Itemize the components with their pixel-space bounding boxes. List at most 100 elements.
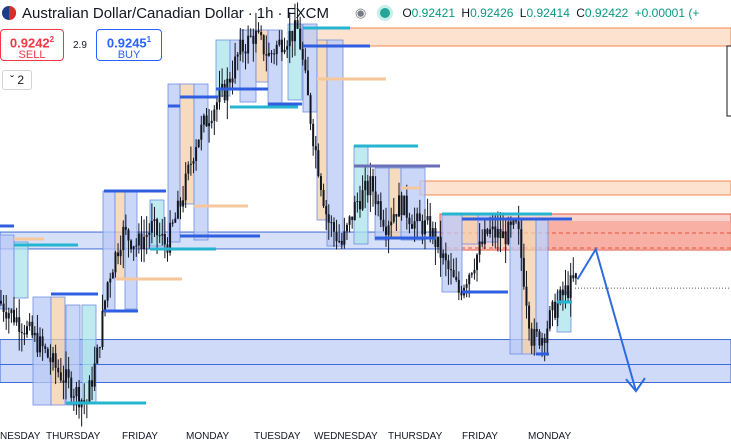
candle-body [286, 46, 289, 50]
candle-body [49, 357, 52, 363]
candle-body [353, 201, 356, 221]
candle-body [405, 195, 408, 218]
candle-body [62, 380, 65, 383]
candle-body [223, 83, 226, 101]
candle-body [197, 139, 200, 147]
candle-body [106, 282, 109, 301]
candle-body [465, 284, 468, 288]
candle-body [262, 35, 265, 55]
candle-body [478, 241, 481, 255]
candle-body [483, 229, 486, 245]
range-box [0, 234, 15, 310]
candle-body [54, 353, 57, 368]
candle-body [418, 213, 421, 221]
sell-button[interactable]: 0.92422 SELL [0, 29, 64, 61]
buy-price-pip: 1 [146, 35, 152, 44]
eye-icon[interactable]: ◉ [354, 5, 367, 20]
level-lines-layer [0, 26, 572, 405]
audcad-flag-icon [2, 6, 16, 20]
candle-body [260, 31, 263, 36]
candle-body [236, 54, 239, 57]
candle-body [205, 115, 208, 127]
candle-body [215, 102, 218, 110]
candle-body [46, 348, 49, 358]
candle-body [374, 191, 377, 205]
candle-body [343, 231, 346, 245]
demand-zone [0, 339, 731, 384]
candle-body [75, 387, 78, 397]
candle-body [288, 30, 291, 47]
candle-body [218, 89, 221, 103]
candle-body [283, 49, 286, 53]
candle-body [296, 20, 299, 29]
x-axis-label: MONDAY [186, 431, 230, 442]
candle-body [371, 176, 374, 192]
exchange-label: FXCM [286, 4, 329, 22]
range-box [316, 39, 328, 221]
candle-body [96, 347, 99, 364]
interval-label[interactable]: 1h [256, 4, 274, 22]
candle-body [135, 245, 138, 247]
candle-body [184, 173, 187, 201]
candle-body [546, 328, 549, 344]
candle-body [153, 219, 156, 221]
candle-body [111, 272, 114, 279]
candle-body [239, 39, 242, 55]
candle-body [161, 234, 164, 236]
title-separator-2: · [277, 4, 283, 22]
candle-body [192, 160, 195, 164]
indicators-toggle-button[interactable]: ˇ 2 [2, 70, 32, 90]
candle-body [278, 39, 281, 45]
candle-body [70, 377, 73, 398]
candle-body [15, 317, 18, 323]
candle-body [439, 236, 442, 258]
projection-layer [576, 246, 646, 393]
candle-body [39, 336, 42, 353]
candle-body [460, 292, 463, 296]
candle-body [179, 200, 182, 207]
candle-body [200, 124, 203, 140]
candle-body [314, 146, 317, 151]
symbol-title[interactable]: Australian Dollar/Canadian Dollar [22, 4, 244, 22]
chart-header: Australian Dollar/Canadian Dollar · 1h ·… [0, 0, 699, 26]
candle-body [551, 301, 554, 311]
candle-body [411, 224, 414, 229]
candle-body [267, 53, 270, 56]
candle-body [538, 331, 541, 346]
buy-button[interactable]: 0.92451 BUY [96, 29, 162, 61]
candle-body [244, 51, 247, 54]
candle-body [569, 275, 572, 299]
candle-body [78, 387, 81, 408]
candle-body [33, 332, 36, 336]
candle-body [330, 222, 333, 224]
candle-body [301, 48, 304, 60]
candle-body [291, 30, 294, 42]
supply-zone-core [548, 221, 731, 249]
candle-body [476, 254, 479, 270]
candle-body [0, 300, 2, 304]
candle-body [535, 329, 538, 332]
candle-body [176, 200, 179, 219]
candle-body [567, 285, 570, 299]
candle-body [325, 206, 328, 215]
spread-value: 2.9 [73, 40, 87, 51]
projection-arrowhead [625, 377, 646, 393]
candle-body [384, 226, 387, 235]
candle-body [187, 164, 190, 174]
candle-body [127, 229, 130, 241]
candle-body [189, 163, 192, 165]
candle-body [525, 286, 528, 306]
range-box [65, 304, 81, 406]
candle-body [528, 305, 531, 329]
candle-body [390, 221, 393, 226]
candle-body [122, 226, 125, 251]
candle-body [150, 220, 153, 233]
candle-body [437, 236, 440, 248]
x-axis-label: MONDAY [528, 431, 572, 442]
candle-body [403, 195, 406, 216]
candle-body [101, 311, 104, 348]
candle-body [182, 200, 185, 207]
candle-body [387, 225, 390, 235]
candle-body [228, 78, 231, 83]
